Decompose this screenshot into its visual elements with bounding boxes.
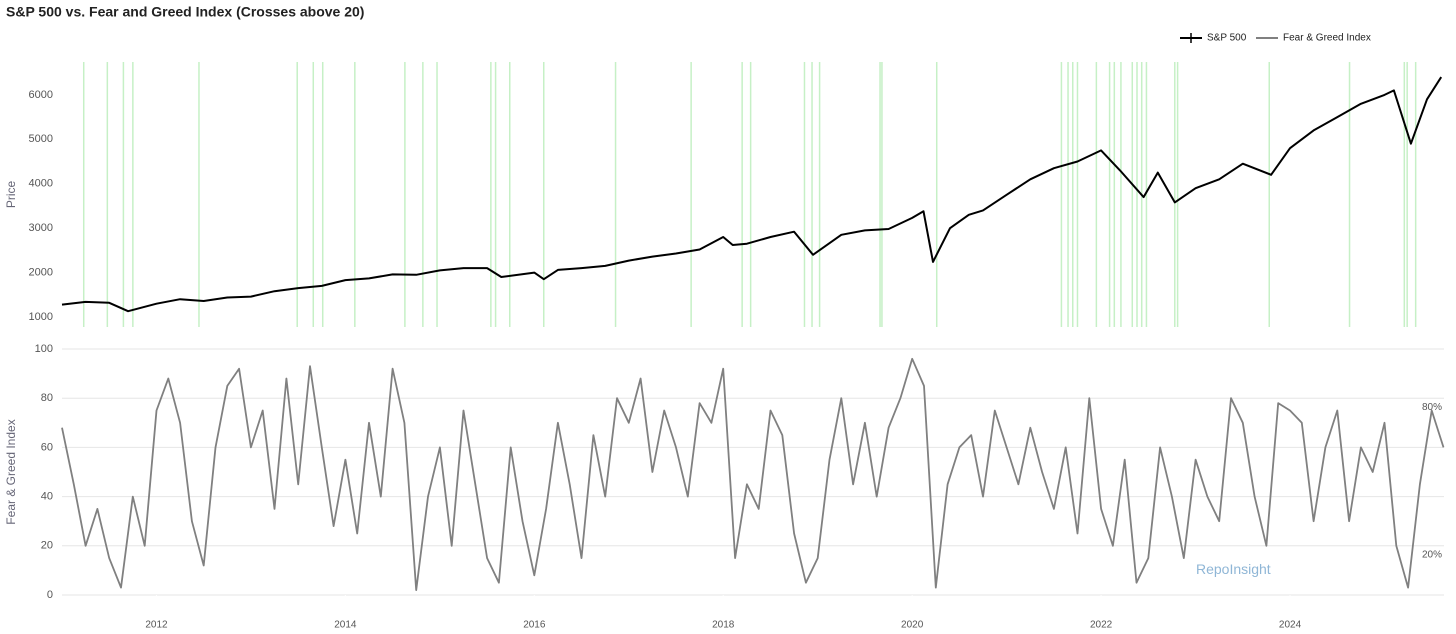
annotation: 80% [1422,402,1442,413]
legend-label: S&P 500 [1207,33,1247,44]
legend-label: Fear & Greed Index [1283,33,1371,44]
y-tick-label: 5000 [29,133,53,145]
y-tick-label: 4000 [29,178,53,190]
y-tick-label: 1000 [29,311,53,323]
watermark: RepoInsight [1196,561,1271,577]
y-axis-title: Price [4,181,18,209]
x-tick-label: 2024 [1279,620,1302,631]
y-axis-title: Fear & Greed Index [4,419,18,524]
x-tick-label: 2020 [901,620,924,631]
x-tick-label: 2016 [523,620,546,631]
y-tick-label: 60 [41,441,53,453]
y-tick-label: 3000 [29,222,53,234]
y-tick-label: 6000 [29,89,53,101]
y-tick-label: 2000 [29,266,53,278]
x-tick-label: 2014 [334,620,357,631]
x-tick-label: 2022 [1090,620,1113,631]
x-tick-label: 2018 [712,620,735,631]
y-tick-label: 0 [47,589,53,601]
chart-title: S&P 500 vs. Fear and Greed Index (Crosse… [6,4,364,20]
annotation: 20% [1422,549,1442,560]
y-tick-label: 80 [41,392,53,404]
y-tick-label: 100 [35,343,53,355]
x-tick-label: 2012 [145,620,168,631]
series-line [61,357,1445,591]
y-tick-label: 40 [41,491,53,503]
y-tick-label: 20 [41,540,53,552]
series-line [61,76,1443,313]
